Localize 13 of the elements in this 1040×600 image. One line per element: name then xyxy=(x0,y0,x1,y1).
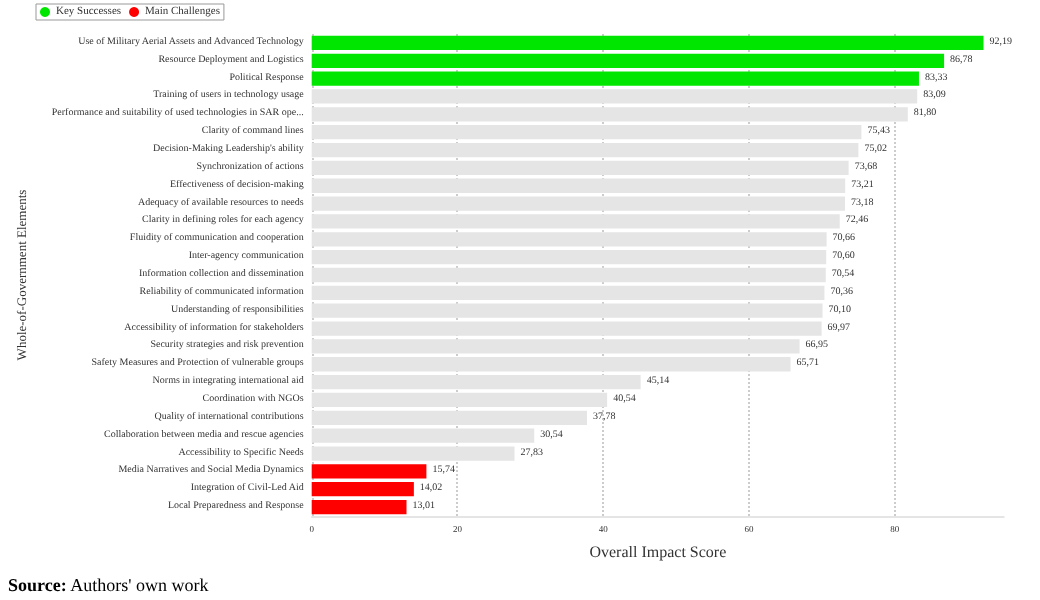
bar xyxy=(311,125,862,140)
bar xyxy=(311,250,827,265)
bar xyxy=(311,374,641,390)
bar xyxy=(311,285,825,300)
bar xyxy=(311,35,984,51)
bar xyxy=(311,392,608,408)
bar xyxy=(311,267,826,283)
source-note: Source: Authors' own work xyxy=(8,575,210,595)
bar xyxy=(311,142,859,158)
bar xyxy=(311,160,849,176)
bar xyxy=(311,499,407,515)
x-axis-title: Overall Impact Score xyxy=(589,542,728,561)
bar xyxy=(311,410,588,425)
